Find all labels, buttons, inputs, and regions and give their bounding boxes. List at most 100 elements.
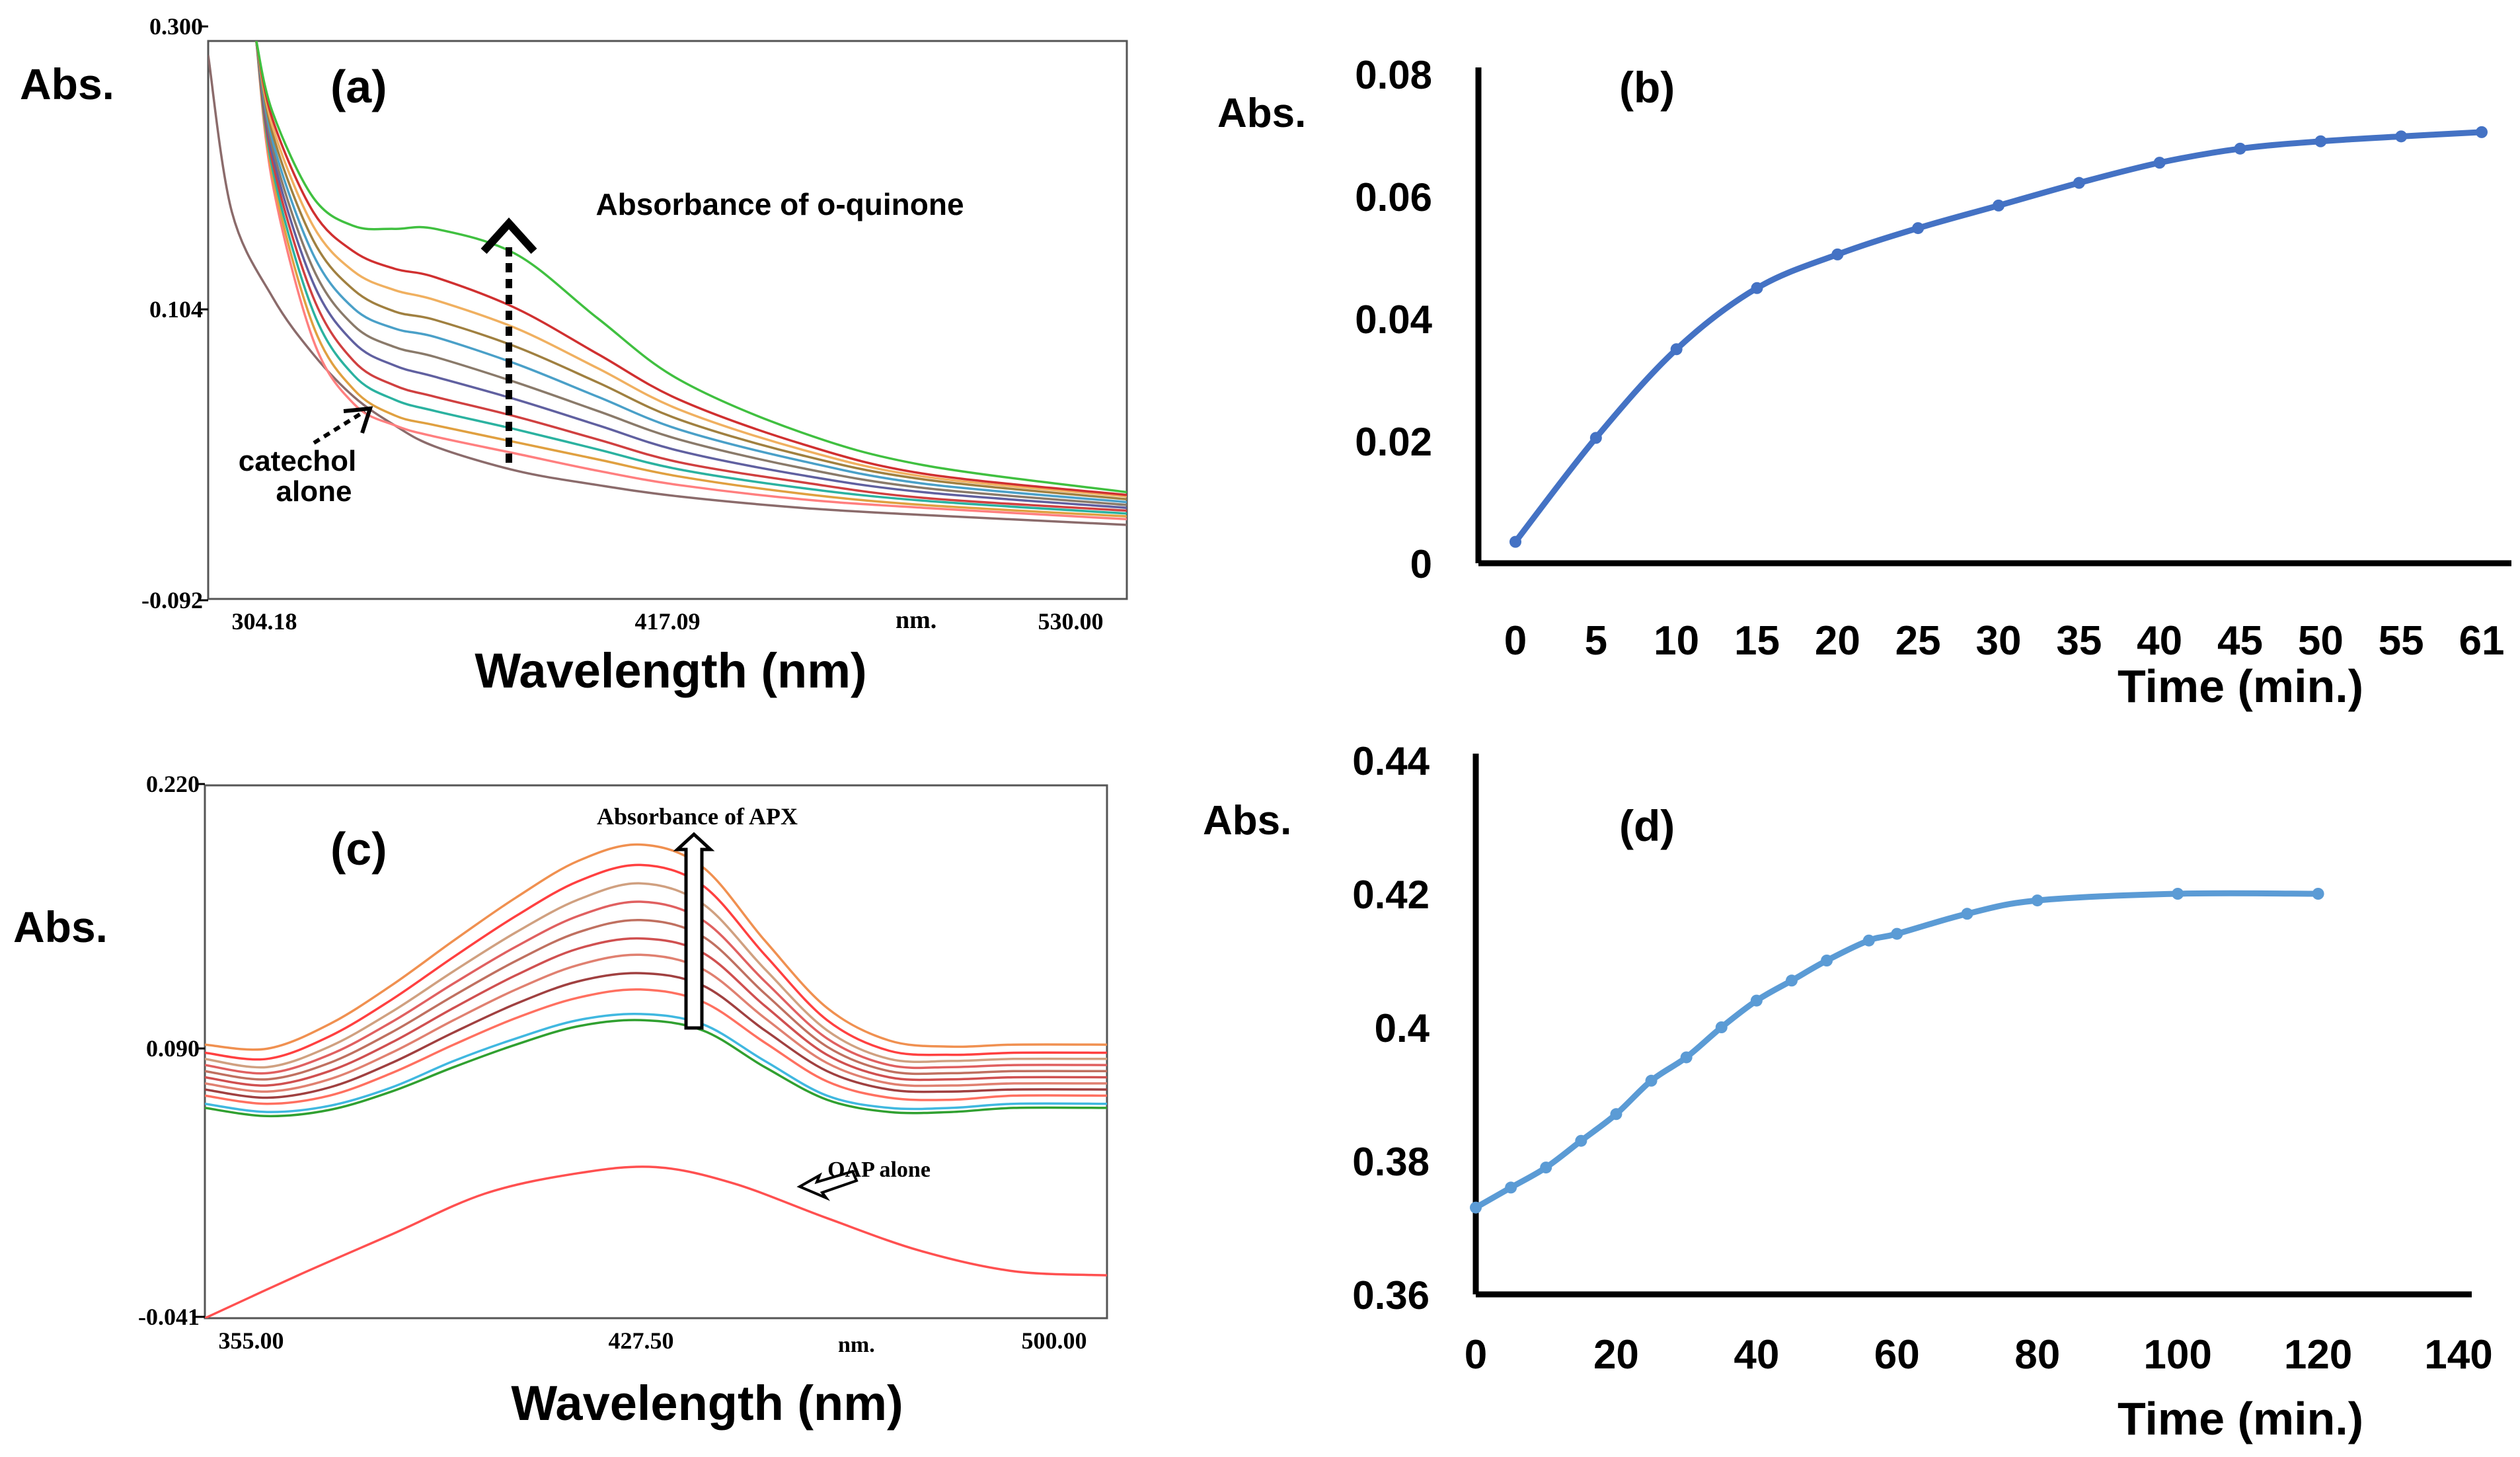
xtick-label: 60	[1874, 1332, 1920, 1378]
spectrum-a-6	[255, 41, 1127, 506]
spectrum-c-7	[205, 919, 1107, 1081]
panel-b: 0 0.02 0.04 0.06 0.08 0 5 10 15 20 25 30 35 40 45 50 55 6…	[1217, 53, 2511, 712]
xtick-label: 50	[2298, 618, 2344, 664]
ytick-label: 0.300	[149, 13, 203, 40]
data-point-d	[1750, 994, 1763, 1007]
xtick-label: 100	[2143, 1332, 2211, 1378]
xtick-label: 5	[1585, 618, 1607, 664]
panel-a-xlabel: Wavelength (nm)	[475, 643, 866, 698]
panel-b-series	[1509, 126, 2488, 548]
panel-d-tick-labels: 0.36 0.38 0.4 0.42 0.44 0 20 40 60 80 100 120 140	[1352, 739, 2493, 1378]
xtick-label: 140	[2424, 1332, 2492, 1378]
spectrum-a-4	[255, 41, 1127, 512]
panel-c-note-arrow	[796, 1169, 859, 1201]
xtick-label: 427.50	[609, 1327, 674, 1354]
data-point-b	[1993, 199, 2005, 212]
spectrum-c-10	[205, 863, 1107, 1061]
xtick-label: 35	[2056, 618, 2102, 664]
data-point-d	[1891, 927, 1903, 940]
panel-d-xlabel: Time (min.)	[2118, 1393, 2363, 1444]
spectrum-a-7	[255, 41, 1127, 504]
spectrum-c-3	[205, 988, 1107, 1105]
panel-b-xlabel: Time (min.)	[2118, 660, 2363, 712]
panel-b-label: (b)	[1619, 63, 1675, 112]
data-point-d	[1715, 1021, 1728, 1033]
panel-c-unit: nm.	[838, 1333, 875, 1357]
panel-d-ylabel: Abs.	[1203, 798, 1291, 844]
ytick-label: 0.104	[149, 296, 203, 323]
spectrum-c-4	[205, 972, 1107, 1099]
ytick-label: 0.06	[1355, 175, 1432, 219]
xtick-label: 45	[2217, 618, 2263, 664]
panel-a-ylabel: Abs.	[20, 59, 114, 108]
xtick-label: 417.09	[635, 608, 701, 635]
xtick-label: 120	[2284, 1332, 2352, 1378]
series-line-b	[1513, 129, 2482, 544]
data-point-d	[2172, 888, 2184, 900]
panel-a-label: (a)	[330, 61, 387, 112]
spectrum-c-8	[205, 900, 1107, 1075]
xtick-label: 500.00	[1022, 1327, 1087, 1354]
panel-c-label: (c)	[330, 823, 387, 875]
spectrum-a-10	[255, 41, 1127, 496]
panel-a-annotation: Absorbance of o-quinone	[595, 187, 964, 221]
panel-c-note: OAP alone	[827, 1158, 931, 1182]
data-point-d	[1680, 1051, 1693, 1064]
xtick-label: 10	[1654, 618, 1699, 664]
data-point-b	[2314, 135, 2327, 147]
ytick-label: 0.42	[1352, 873, 1430, 917]
panel-a-axis-ticks: 0.300 0.104 -0.092 304.18 417.09 530.00	[141, 13, 1104, 635]
panel-b-ylabel: Abs.	[1217, 91, 1306, 136]
data-point-d	[1540, 1162, 1552, 1174]
xtick-label: 355.00	[219, 1327, 284, 1354]
data-point-d	[1961, 908, 1973, 920]
data-point-b	[1670, 343, 1683, 356]
data-point-d	[2312, 888, 2324, 900]
xtick-label: 0	[1465, 1332, 1487, 1378]
xtick-label: 80	[2014, 1332, 2060, 1378]
panel-b-tick-labels: 0 0.02 0.04 0.06 0.08 0 5 10 15 20 25 30 35 40 45 50 55 6…	[1355, 53, 2504, 664]
panel-c-ylabel: Abs.	[13, 902, 108, 951]
panel-a-unit: nm.	[896, 606, 936, 634]
data-point-d	[1610, 1108, 1623, 1121]
data-point-b	[1912, 222, 1925, 235]
spectrum-a-3	[255, 41, 1127, 515]
xtick-label: 40	[1734, 1332, 1779, 1378]
series-line-d	[1474, 890, 2318, 1210]
ytick-label: 0.38	[1352, 1140, 1430, 1184]
ytick-label: 0.04	[1355, 297, 1432, 342]
data-point-b	[1831, 248, 1844, 260]
data-point-d	[1645, 1074, 1658, 1087]
panel-c-series-group	[205, 843, 1107, 1318]
ytick-label: 0.08	[1355, 53, 1432, 97]
spectrum-c-0	[205, 1165, 1107, 1318]
data-point-d	[1575, 1134, 1587, 1147]
panel-c-arrow	[673, 832, 715, 1030]
data-point-b	[1509, 535, 1521, 548]
data-point-d	[1821, 955, 1833, 966]
data-point-d	[1862, 934, 1875, 947]
ytick-label: -0.092	[141, 587, 203, 613]
xtick-label: 61	[2459, 618, 2505, 664]
ytick-label: -0.041	[138, 1304, 200, 1330]
spectrum-a-1	[255, 41, 1127, 521]
panel-a-note-arrow	[313, 409, 366, 445]
data-point-b	[2153, 157, 2166, 169]
panel-c-axis-ticks: 0.220 0.090 -0.041 355.00 427.50 500.00	[138, 771, 1087, 1354]
spectrum-c-9	[205, 882, 1107, 1069]
ytick-label: 0.02	[1355, 420, 1432, 464]
data-point-d	[1470, 1201, 1482, 1214]
ytick-label: 0.44	[1352, 739, 1430, 783]
panel-d-series	[1470, 888, 2324, 1214]
panel-a-note-line2: alone	[276, 475, 352, 508]
ytick-label: 0.220	[146, 771, 200, 797]
xtick-label: 20	[1593, 1332, 1639, 1378]
xtick-label: 15	[1734, 618, 1780, 664]
panel-a-note-line1: catechol	[239, 445, 357, 477]
data-point-b	[2395, 130, 2408, 143]
spectrum-a-9	[255, 41, 1127, 498]
data-point-d	[2031, 894, 2043, 907]
data-point-b	[1751, 282, 1763, 294]
ytick-label: 0.4	[1375, 1006, 1430, 1050]
